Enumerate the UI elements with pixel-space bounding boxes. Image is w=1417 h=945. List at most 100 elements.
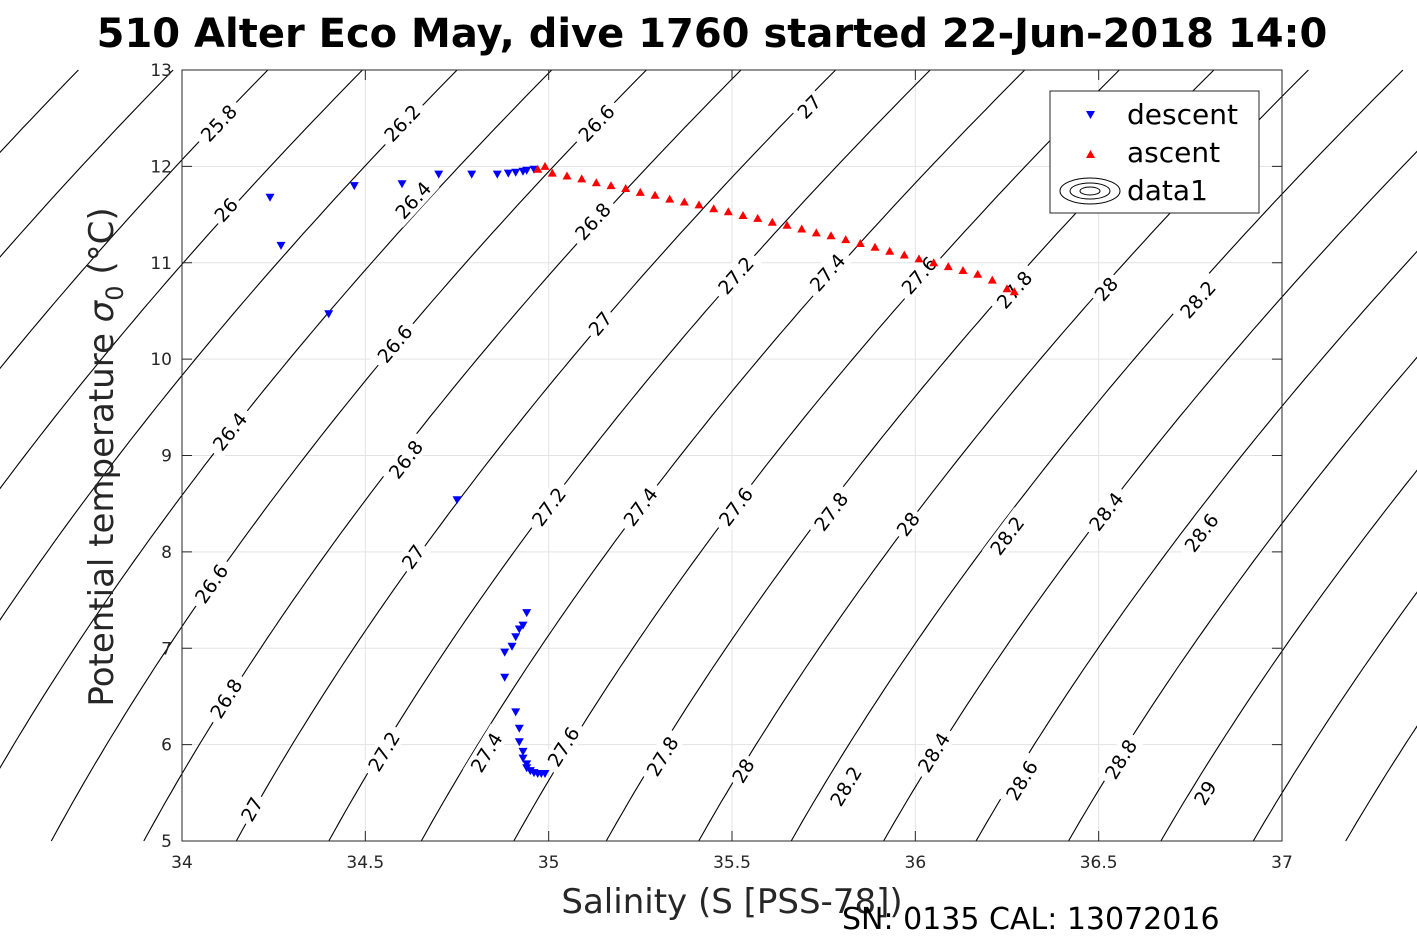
contour-label-bg [375,95,429,151]
y-tick-label: 6 [161,736,172,756]
contour-label-bg [1097,730,1145,788]
isopycnal-line [513,69,1120,842]
isopycnal-line [1068,356,1417,842]
x-tick-label: 34.5 [346,853,384,873]
descent-point [514,625,524,634]
ascent-point [855,239,865,247]
contour-label-bg [368,315,421,372]
ascent-point [870,242,880,251]
contour-label-bg [1187,773,1223,812]
ascent-point [811,228,821,237]
ascent-point [958,266,968,274]
contour-label-bg [234,790,269,829]
isopycnal-line [0,69,553,769]
ascent-point [1009,287,1019,296]
ascent-point [533,164,543,173]
contour-label-bg [207,190,245,229]
contour-label-bg [998,751,1046,810]
ascent-point [826,231,836,240]
legend-data1-label: data1 [1127,174,1208,207]
legend-ascent-marker [1086,150,1095,158]
ascent-point [591,178,601,187]
chart-title: 510 Alter Eco May, dive 1760 started 22-… [97,11,1328,57]
isopycnal-line [975,250,1417,842]
y-axis-label: Potential temperature σ0 (°C) [82,207,129,706]
y-tick-label: 8 [161,543,172,563]
isopycnal-line [0,69,269,370]
ascent-point [973,269,983,278]
contour-label-bg [910,723,958,782]
ascent-point [540,161,550,170]
contour-label-bg [822,757,870,815]
descent-point [500,648,510,657]
isopycnal-line [1252,591,1417,842]
y-axis-label-subscript: 0 [101,285,129,300]
ascent-point [914,254,924,263]
contour-label-bg [1080,483,1132,540]
isopycnal-line [328,69,931,842]
contour-label-bg [725,751,761,790]
descent-point [540,770,550,778]
contour-label-bg [710,478,761,535]
x-tick-label: 36 [905,853,927,873]
x-tick-label: 36.5 [1080,853,1118,873]
contour-label-bg [889,504,927,543]
x-tick-label: 35 [538,853,560,873]
descent-point [522,166,532,175]
contour-label-bg [1087,269,1125,308]
contour-label-bg [801,244,854,300]
ascent-point [767,217,777,226]
y-tick-label: 11 [150,254,172,274]
ascent-point [987,275,997,284]
y-tick-label: 5 [161,832,172,852]
descent-point [397,180,407,189]
data-points [265,161,1019,778]
contour-label-bg [539,717,587,776]
ascent-point [899,250,909,259]
descent-point [492,170,502,179]
contour-label-bg [615,478,666,535]
contour-label-bg [709,247,762,303]
y-tick-label: 7 [161,639,172,659]
legend-box [1049,90,1260,214]
contour-label-bg [805,483,857,540]
descent-point [503,169,513,178]
descent-point [467,170,477,179]
ascent-point [929,258,939,267]
ascent-point [679,197,689,206]
contour-label: 26.6 [569,95,623,151]
legend: descent ascent data1 [1049,90,1260,214]
legend-descent-label: descent [1127,98,1238,131]
ascent-point [577,174,587,183]
isopycnal-line [50,69,647,842]
footer-serial-calibration: SN: 0135 CAL: 13072016 [842,902,1220,937]
isopycnal-line [420,69,1026,842]
descent-point [514,724,524,733]
ascent-point [694,200,704,209]
contour-label-bg [380,431,431,488]
isopycnal-line [790,69,1404,842]
ascent-point [782,220,792,229]
isopycnal-line [235,69,836,842]
y-tick-label: 10 [150,350,172,370]
contour-label-bg [566,193,620,249]
contour-label-bg [981,507,1033,564]
contour-label-bg [204,403,256,460]
isopycnal-line [0,69,363,490]
ascent-point [621,184,631,192]
contour-label-bg [1171,271,1224,327]
x-tick-label: 34 [171,853,193,873]
contour-label-bg [1176,504,1227,561]
ascent-point [547,168,557,177]
descent-point [511,168,521,177]
contour-label-bg [638,727,686,785]
ascent-point [709,204,719,213]
descent-point [265,193,275,202]
descent-point [522,609,532,618]
ascent-point [635,187,645,196]
descent-point [349,182,359,191]
y-tick-label: 12 [150,157,172,177]
ascent-point [606,181,616,190]
descent-point [276,241,286,250]
